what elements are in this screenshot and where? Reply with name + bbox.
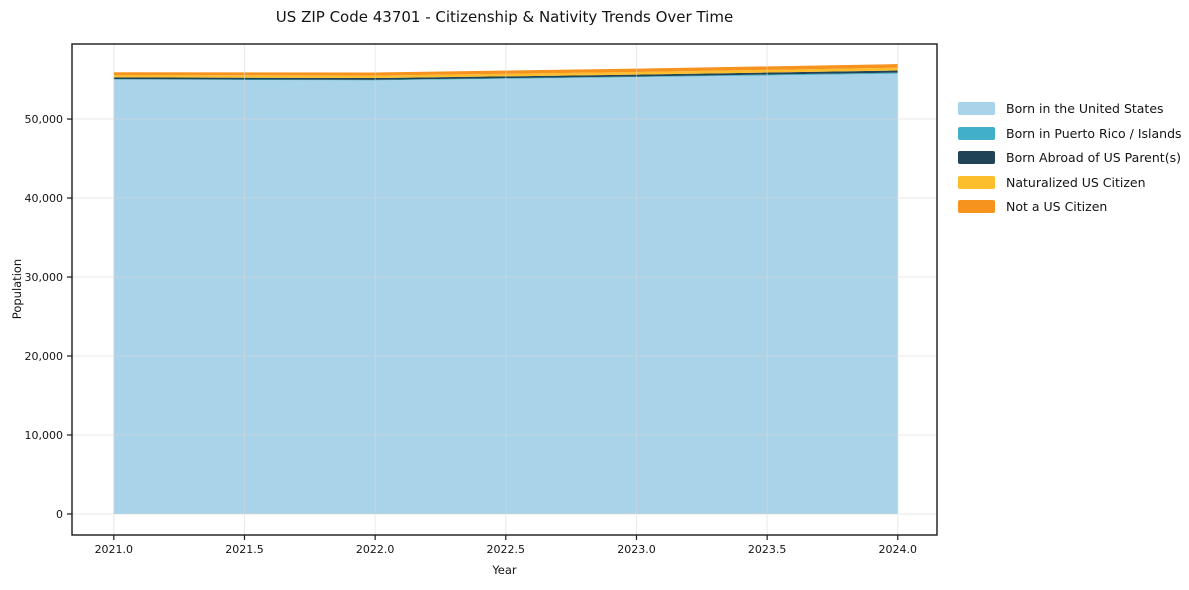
chart-title: US ZIP Code 43701 - Citizenship & Nativi… — [275, 8, 734, 26]
legend-swatch — [958, 175, 995, 189]
y-tick-label: 30,000 — [25, 271, 64, 284]
legend-item-2: Born Abroad of US Parent(s) — [958, 150, 1182, 165]
x-tick-label: 2023.0 — [617, 543, 656, 556]
x-axis-label: Year — [492, 563, 517, 577]
plot-frame — [71, 43, 938, 536]
x-tick-label: 2022.0 — [356, 543, 395, 556]
y-tick-label: 10,000 — [25, 429, 64, 442]
area-series-3 — [113, 67, 898, 79]
x-tick-label: 2024.0 — [879, 543, 918, 556]
legend-item-3: Naturalized US Citizen — [958, 175, 1182, 190]
legend-swatch — [958, 102, 995, 115]
area-series-4 — [113, 64, 898, 76]
legend-label: Born Abroad of US Parent(s) — [1006, 150, 1181, 165]
legend: Born in the United States Born in Puerto … — [958, 101, 1182, 214]
y-tick-label: 0 — [56, 508, 63, 521]
x-tick-label: 2023.5 — [748, 543, 787, 556]
legend-label: Born in Puerto Rico / Islands — [1006, 125, 1182, 141]
x-tick-label: 2021.5 — [225, 543, 264, 556]
y-axis-label: Population — [10, 258, 24, 320]
y-tick-label: 50,000 — [25, 113, 64, 126]
legend-item-1: Born in Puerto Rico / Islands — [958, 126, 1182, 141]
legend-item-4: Not a US Citizen — [958, 199, 1182, 214]
legend-label: Naturalized US Citizen — [1006, 174, 1146, 190]
legend-item-0: Born in the United States — [958, 101, 1182, 116]
area-series-1 — [113, 72, 898, 81]
y-tick-label: 40,000 — [25, 192, 64, 205]
legend-swatch — [958, 126, 995, 140]
legend-swatch — [958, 151, 995, 164]
x-tick-label: 2022.5 — [487, 543, 526, 556]
legend-label: Not a US Citizen — [1006, 199, 1108, 214]
legend-swatch — [958, 200, 995, 213]
legend-label: Born in the United States — [1006, 101, 1164, 116]
y-tick-label: 20,000 — [25, 350, 64, 363]
x-tick-label: 2021.0 — [95, 543, 134, 556]
